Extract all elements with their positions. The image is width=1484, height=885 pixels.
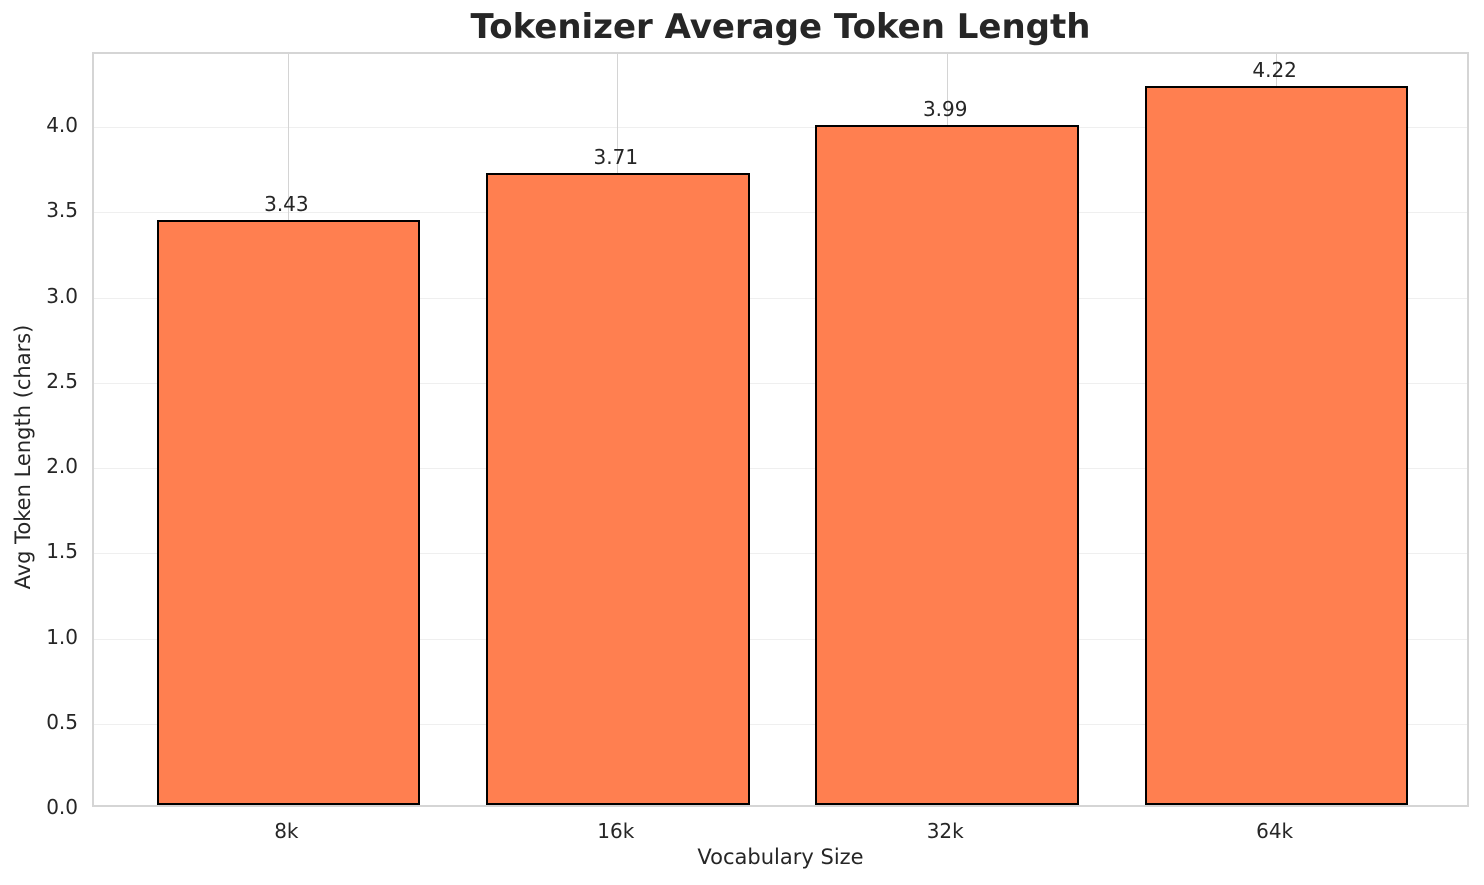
bar-value-label-16k: 3.71 <box>593 144 639 169</box>
x-axis-label: Vocabulary Size <box>697 845 864 869</box>
y-tick-label-3.5: 3.5 <box>46 198 78 223</box>
horizontal-gridline <box>94 127 1467 129</box>
chart-title: Tokenizer Average Token Length <box>470 7 1091 47</box>
y-tick-label-1.0: 1.0 <box>46 624 78 649</box>
horizontal-gridline <box>94 212 1467 214</box>
horizontal-gridline <box>94 723 1467 725</box>
horizontal-gridline <box>94 297 1467 299</box>
horizontal-gridline <box>94 468 1467 470</box>
x-tick-label-8k: 8k <box>274 819 299 843</box>
horizontal-gridline <box>94 553 1467 555</box>
x-tick-label-32k: 32k <box>926 819 964 843</box>
horizontal-gridline <box>94 638 1467 640</box>
bar-16k <box>486 172 750 805</box>
bar-8k <box>156 220 421 805</box>
bar-value-label-8k: 3.43 <box>264 192 309 217</box>
y-tick-label-0.0: 0.0 <box>46 795 78 819</box>
y-tick-label-4.0: 4.0 <box>46 113 78 138</box>
plot-area <box>92 52 1469 807</box>
y-tick-label-3.0: 3.0 <box>46 283 78 308</box>
x-tick-label-16k: 16k <box>597 819 635 843</box>
bar-value-label-32k: 3.99 <box>922 96 968 121</box>
horizontal-gridline <box>94 382 1467 384</box>
bar-value-label-64k: 4.22 <box>1252 57 1297 82</box>
y-tick-label-0.5: 0.5 <box>46 709 78 734</box>
y-tick-label-1.5: 1.5 <box>46 539 78 564</box>
bar-32k <box>815 125 1079 805</box>
bar-64k <box>1144 85 1409 805</box>
y-tick-label-2.5: 2.5 <box>46 368 78 393</box>
y-tick-label-2.0: 2.0 <box>46 454 78 479</box>
x-tick-label-64k: 64k <box>1256 819 1294 843</box>
